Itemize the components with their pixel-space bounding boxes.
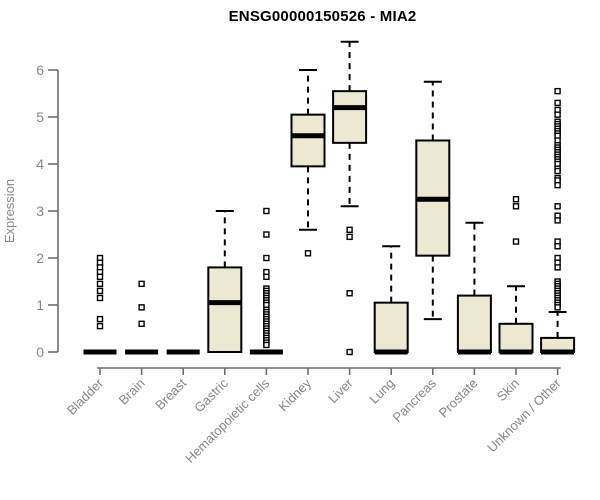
x-tick-label-pancreas: Pancreas bbox=[389, 375, 439, 425]
boxplot-skin bbox=[498, 196, 534, 355]
outlier-point bbox=[138, 320, 145, 327]
outlier-point bbox=[263, 341, 270, 349]
y-tick-label: 6 bbox=[36, 62, 44, 78]
y-tick-label: 4 bbox=[36, 156, 44, 172]
outlier-point bbox=[554, 87, 561, 95]
outlier-point bbox=[304, 250, 312, 257]
outlier-point bbox=[512, 238, 520, 245]
outlier-point bbox=[96, 315, 104, 323]
outlier-point bbox=[346, 348, 353, 356]
x-tick-label-kidney: Kidney bbox=[275, 375, 314, 414]
outlier-point bbox=[263, 254, 270, 262]
x-tick-label-bladder: Bladder bbox=[64, 375, 107, 418]
outlier-point bbox=[554, 243, 561, 250]
outlier-point bbox=[263, 231, 270, 238]
outlier-point bbox=[346, 226, 353, 234]
outlier-point bbox=[346, 290, 353, 297]
box-iqr bbox=[332, 90, 368, 144]
y-tick-label: 0 bbox=[36, 344, 44, 360]
boxplot-liver bbox=[332, 40, 368, 356]
outlier-point bbox=[512, 203, 520, 210]
outlier-point bbox=[554, 203, 561, 210]
boxplot-gastric bbox=[207, 210, 243, 353]
x-tick-label-skin: Skin bbox=[494, 376, 522, 404]
chart-title: ENSG00000150526 - MIA2 bbox=[228, 8, 417, 25]
outlier-point bbox=[96, 322, 104, 330]
outlier-point bbox=[554, 217, 561, 224]
box-iqr bbox=[290, 113, 326, 168]
outlier-point bbox=[263, 273, 270, 280]
boxplot-lung bbox=[373, 245, 409, 355]
outlier-point bbox=[96, 273, 104, 280]
x-tick-label-prostate: Prostate bbox=[436, 376, 481, 421]
outlier-point bbox=[96, 280, 104, 288]
boxplot-brain bbox=[125, 280, 159, 355]
boxplot-prostate bbox=[456, 221, 492, 355]
outlier-point bbox=[554, 304, 561, 311]
boxplot-kidney bbox=[290, 69, 326, 257]
boxplot-pancreas bbox=[415, 80, 451, 321]
box-iqr bbox=[207, 266, 243, 353]
boxplot-unknown-other bbox=[540, 87, 576, 355]
outlier-point bbox=[263, 207, 270, 215]
outlier-point bbox=[96, 287, 104, 295]
x-tick-label-unknown-other: Unknown / Other bbox=[484, 375, 564, 455]
x-tick-label-breast: Breast bbox=[152, 375, 189, 412]
outlier-point bbox=[554, 111, 561, 118]
outlier-point bbox=[554, 264, 561, 271]
boxplot-bladder bbox=[83, 254, 117, 355]
y-tick-label: 2 bbox=[36, 250, 44, 266]
outlier-point bbox=[554, 99, 561, 107]
x-tick-label-liver: Liver bbox=[325, 375, 356, 406]
outlier-point bbox=[138, 304, 145, 311]
boxplot-hematopoietic-cells bbox=[249, 207, 283, 355]
outlier-point bbox=[512, 196, 520, 203]
box-iqr bbox=[498, 322, 534, 353]
outlier-point bbox=[346, 233, 353, 241]
outlier-point bbox=[96, 294, 104, 302]
y-axis: 0 1 2 3 4 5 6 Expression bbox=[2, 62, 59, 360]
outlier-point bbox=[138, 280, 145, 288]
outlier-point bbox=[554, 167, 561, 175]
y-tick-label: 1 bbox=[36, 297, 44, 313]
outlier-point bbox=[554, 181, 561, 189]
y-tick-label: 3 bbox=[36, 203, 44, 219]
x-tick-label-gastric: Gastric bbox=[191, 375, 231, 415]
x-tick-label-lung: Lung bbox=[366, 376, 397, 407]
x-tick-label-brain: Brain bbox=[116, 376, 148, 408]
box-iqr bbox=[373, 301, 409, 353]
y-tick-label: 5 bbox=[36, 109, 44, 125]
box-iqr bbox=[456, 294, 492, 354]
y-axis-title: Expression bbox=[2, 179, 17, 243]
